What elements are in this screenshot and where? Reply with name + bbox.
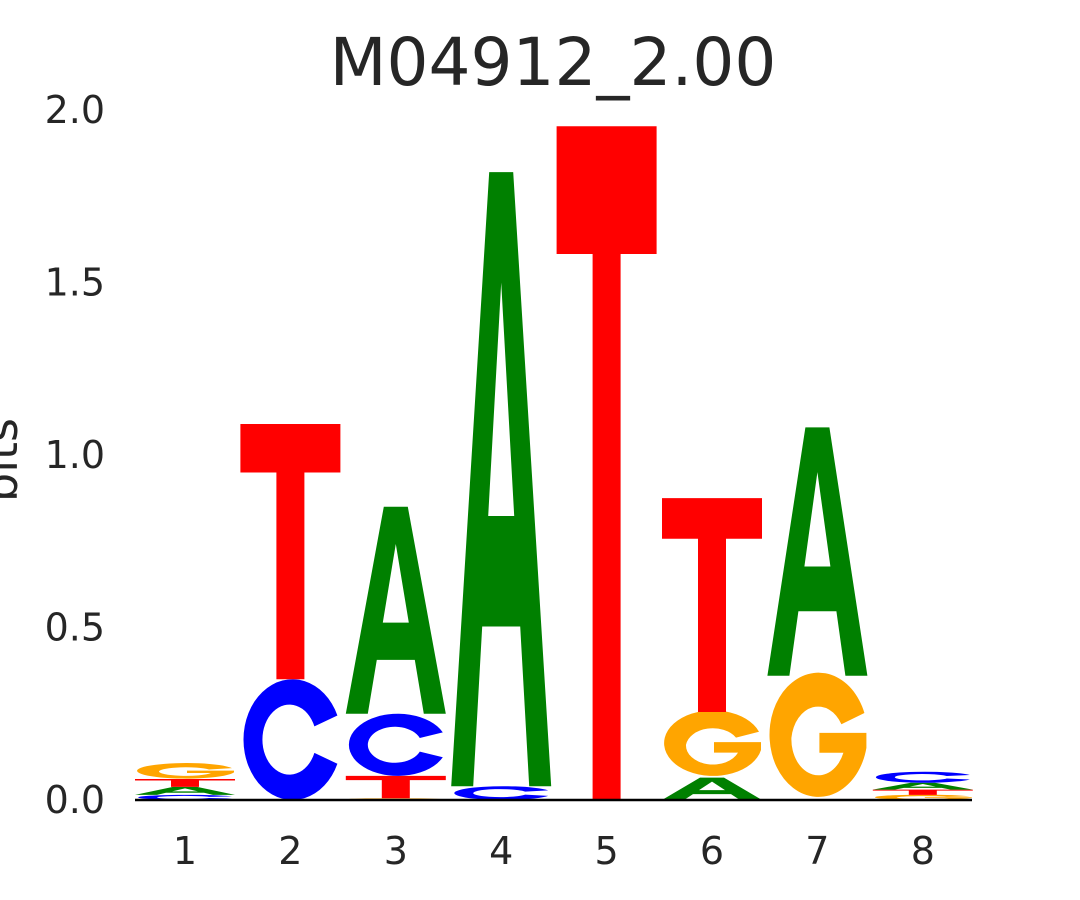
logo-letter-T-pos-5	[556, 126, 657, 799]
logo-letter-A-pos-8	[872, 782, 973, 790]
logo-letter-T-pos-2	[240, 423, 341, 680]
logo-letter-G-pos-7	[769, 672, 867, 797]
logo-letter-A-pos-6	[662, 777, 762, 800]
logo-letter-G-pos-6	[664, 710, 761, 776]
y-tick-label: 1.0	[45, 433, 105, 477]
y-tick-label: 2.0	[45, 88, 105, 132]
logo-letter-C-pos-8	[875, 771, 970, 783]
x-tick-label: 8	[911, 829, 935, 873]
x-tick-label: 3	[384, 829, 408, 873]
logo-letter-A-pos-3	[345, 506, 446, 714]
x-tick-label: 7	[805, 829, 829, 873]
logo-letter-C-pos-3	[348, 713, 443, 776]
y-tick-label: 0.5	[45, 606, 105, 650]
y-axis-label: bits	[0, 418, 28, 502]
chart-title: M04912_2.00	[330, 24, 777, 101]
logo-letter-C-pos-4	[454, 786, 549, 800]
logo-letter-A-pos-7	[767, 427, 868, 676]
logo-letter-T-pos-6	[662, 498, 762, 713]
logo-letter-G-pos-1	[137, 763, 234, 779]
x-tick-label: 5	[595, 829, 619, 873]
y-tick-label: 0.0	[45, 778, 105, 822]
logo-letter-T-pos-3	[345, 775, 446, 799]
x-tick-label: 4	[489, 829, 513, 873]
x-tick-label: 1	[173, 829, 197, 873]
logo-letter-C-pos-2	[243, 679, 338, 800]
logo-letter-T-pos-1	[135, 778, 235, 787]
logo-letter-A-pos-4	[451, 172, 552, 787]
logo-letter-C-pos-1	[138, 794, 232, 800]
y-tick-label: 1.5	[45, 261, 105, 305]
x-tick-label: 6	[700, 829, 724, 873]
logo-letter-A-pos-1	[135, 786, 235, 795]
logo-letter-G-pos-8	[874, 794, 972, 800]
x-tick-label: 2	[278, 829, 302, 873]
logo-letter-T-pos-8	[872, 789, 973, 795]
